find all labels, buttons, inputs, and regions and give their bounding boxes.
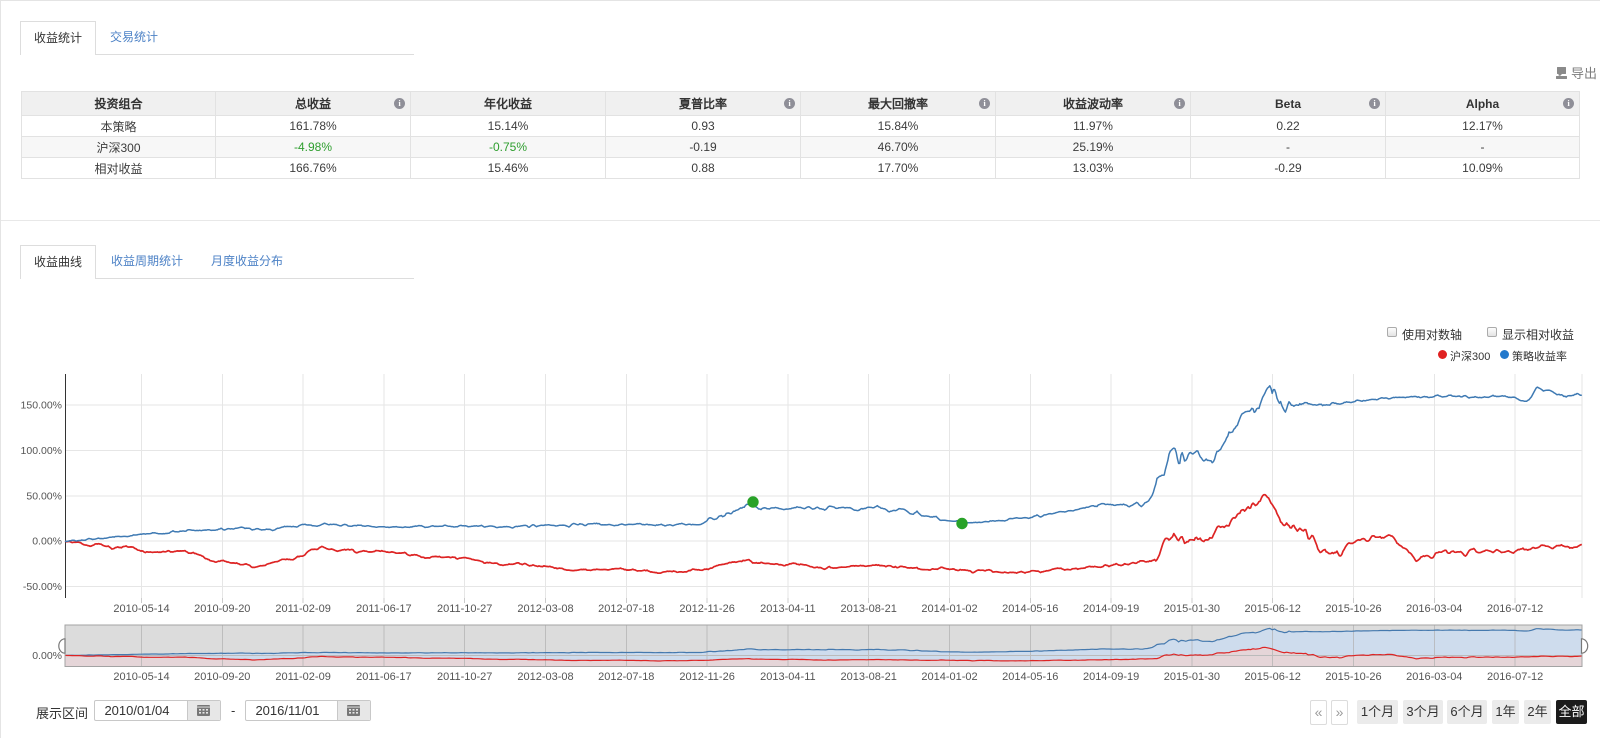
svg-text:2013-08-21: 2013-08-21	[841, 671, 897, 683]
svg-text:2015-06-12: 2015-06-12	[1245, 671, 1301, 683]
svg-text:2014-09-19: 2014-09-19	[1083, 603, 1139, 615]
svg-text:2011-10-27: 2011-10-27	[437, 671, 492, 683]
svg-text:2016-07-12: 2016-07-12	[1487, 603, 1543, 615]
svg-text:2016-03-04: 2016-03-04	[1406, 671, 1462, 683]
svg-text:2016-07-12: 2016-07-12	[1487, 671, 1543, 683]
svg-text:2013-08-21: 2013-08-21	[841, 603, 897, 615]
svg-text:2015-01-30: 2015-01-30	[1164, 671, 1220, 683]
svg-text:2016-03-04: 2016-03-04	[1406, 603, 1462, 615]
svg-text:2010-05-14: 2010-05-14	[113, 671, 169, 683]
svg-text:100.00%: 100.00%	[21, 445, 62, 457]
svg-text:2014-01-02: 2014-01-02	[921, 671, 977, 683]
svg-text:2011-06-17: 2011-06-17	[356, 671, 411, 683]
svg-text:2012-07-18: 2012-07-18	[598, 603, 654, 615]
svg-text:2013-04-11: 2013-04-11	[760, 603, 815, 615]
svg-text:50.00%: 50.00%	[26, 490, 62, 502]
svg-text:2012-11-26: 2012-11-26	[679, 671, 734, 683]
svg-text:2012-03-08: 2012-03-08	[517, 603, 573, 615]
svg-text:150.00%: 150.00%	[21, 400, 62, 412]
svg-text:2015-10-26: 2015-10-26	[1325, 603, 1381, 615]
svg-text:2011-10-27: 2011-10-27	[437, 603, 492, 615]
svg-text:2010-09-20: 2010-09-20	[194, 671, 250, 683]
svg-text:2012-07-18: 2012-07-18	[598, 671, 654, 683]
svg-text:0.00%: 0.00%	[32, 650, 62, 662]
svg-text:2014-01-02: 2014-01-02	[921, 603, 977, 615]
svg-text:2011-06-17: 2011-06-17	[356, 603, 411, 615]
svg-text:2012-11-26: 2012-11-26	[679, 603, 734, 615]
svg-text:2011-02-09: 2011-02-09	[275, 603, 330, 615]
svg-text:2014-09-19: 2014-09-19	[1083, 671, 1139, 683]
svg-text:2010-09-20: 2010-09-20	[194, 603, 250, 615]
svg-text:2014-05-16: 2014-05-16	[1002, 671, 1058, 683]
svg-text:2015-01-30: 2015-01-30	[1164, 603, 1220, 615]
svg-text:-50.00%: -50.00%	[23, 581, 62, 593]
svg-text:2013-04-11: 2013-04-11	[760, 671, 815, 683]
svg-text:2014-05-16: 2014-05-16	[1002, 603, 1058, 615]
svg-text:2015-10-26: 2015-10-26	[1325, 671, 1381, 683]
svg-text:2010-05-14: 2010-05-14	[113, 603, 169, 615]
svg-text:0.00%: 0.00%	[32, 536, 62, 548]
svg-text:2012-03-08: 2012-03-08	[517, 671, 573, 683]
svg-text:2011-02-09: 2011-02-09	[275, 671, 330, 683]
svg-text:2015-06-12: 2015-06-12	[1245, 603, 1301, 615]
